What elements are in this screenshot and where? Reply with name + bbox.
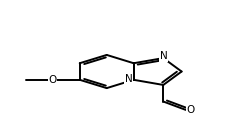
Text: O: O [48,75,56,85]
Text: N: N [125,74,133,84]
Text: N: N [160,51,168,61]
Text: O: O [187,105,195,115]
